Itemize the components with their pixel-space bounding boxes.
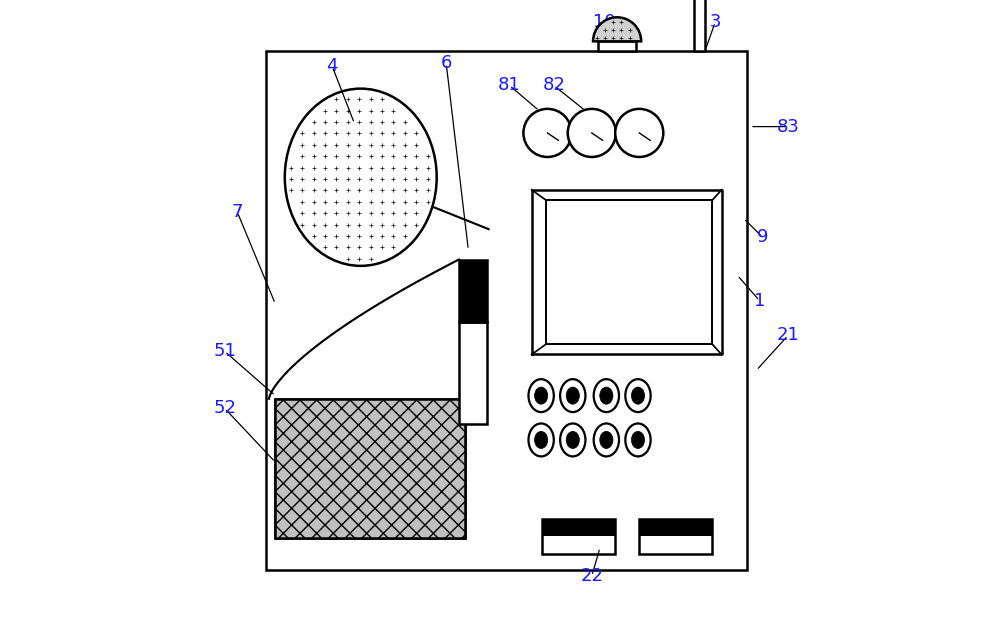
- Text: 1: 1: [754, 292, 765, 310]
- Bar: [598, 41, 636, 51]
- Bar: [459, 322, 487, 424]
- Ellipse shape: [600, 431, 613, 449]
- Bar: [542, 519, 615, 554]
- Ellipse shape: [566, 387, 579, 404]
- Ellipse shape: [594, 379, 619, 412]
- Circle shape: [615, 109, 663, 157]
- Bar: [639, 519, 712, 537]
- Text: 7: 7: [232, 203, 243, 221]
- Circle shape: [568, 109, 616, 157]
- Bar: [275, 399, 465, 538]
- Ellipse shape: [528, 423, 554, 456]
- Text: 22: 22: [580, 567, 603, 585]
- Text: 51: 51: [213, 342, 236, 360]
- Ellipse shape: [625, 423, 651, 456]
- Ellipse shape: [594, 423, 619, 456]
- Text: 3: 3: [709, 13, 721, 31]
- Ellipse shape: [535, 431, 548, 449]
- Ellipse shape: [560, 423, 585, 456]
- Ellipse shape: [535, 387, 548, 404]
- Text: 52: 52: [213, 399, 236, 417]
- Text: 9: 9: [757, 229, 768, 246]
- Bar: [459, 260, 487, 322]
- Bar: [275, 399, 465, 538]
- Ellipse shape: [528, 379, 554, 412]
- Bar: [266, 51, 747, 570]
- Ellipse shape: [560, 379, 585, 412]
- Text: 82: 82: [542, 77, 565, 94]
- Ellipse shape: [631, 431, 645, 449]
- Bar: [639, 519, 712, 554]
- Wedge shape: [593, 17, 641, 41]
- Ellipse shape: [566, 431, 579, 449]
- Ellipse shape: [600, 387, 613, 404]
- Circle shape: [523, 109, 572, 157]
- Text: 83: 83: [777, 118, 799, 135]
- Ellipse shape: [625, 379, 651, 412]
- Text: 4: 4: [327, 58, 338, 75]
- Text: 6: 6: [441, 54, 452, 72]
- Ellipse shape: [285, 89, 437, 266]
- Bar: [542, 519, 615, 537]
- Text: 21: 21: [777, 327, 799, 344]
- Text: 81: 81: [498, 77, 521, 94]
- Ellipse shape: [631, 387, 645, 404]
- Bar: [694, 0, 705, 51]
- Text: 10: 10: [593, 13, 616, 31]
